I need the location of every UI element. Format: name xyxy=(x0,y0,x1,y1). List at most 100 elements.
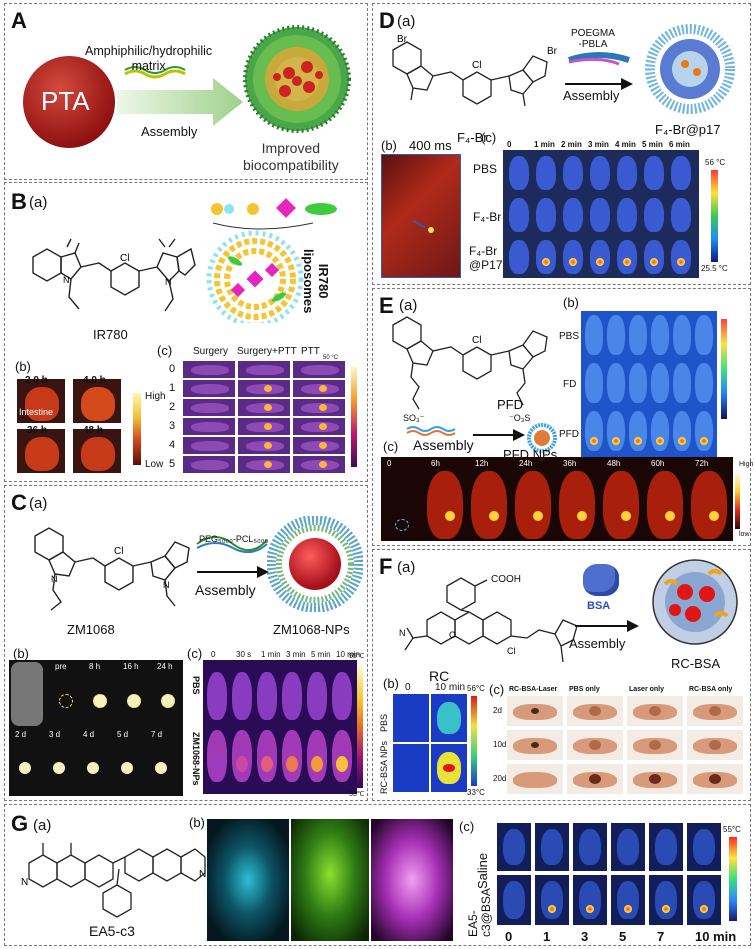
c-row2-label: 7 d xyxy=(151,730,163,739)
zm-polymer: PEG₅₀₀₀-PCL₅₀₀₀ xyxy=(199,534,269,544)
zm1068-structure: Cl N N xyxy=(34,527,190,611)
e-mouse xyxy=(585,363,603,403)
d-mouse xyxy=(563,156,583,190)
d-mouse xyxy=(617,198,637,232)
f-time-0: 0 xyxy=(405,682,411,693)
panel-b-label: B xyxy=(11,189,27,214)
e-mouse xyxy=(607,411,625,451)
e-mouse xyxy=(651,363,669,403)
f-day-label: 2d xyxy=(493,706,502,715)
f-photo xyxy=(627,730,683,760)
panel-e-sub-b: (b) xyxy=(563,295,579,310)
panel-f-sub-b: (b) xyxy=(383,676,399,691)
zm-thermal-grid xyxy=(203,660,357,794)
g-mouse-saline xyxy=(655,829,677,865)
f-cl: Cl xyxy=(507,646,516,656)
c-mouse-pbs xyxy=(207,672,227,720)
d-mouse xyxy=(536,240,556,274)
d-mouse xyxy=(590,240,610,274)
ea5c3-structure: NN xyxy=(21,843,206,918)
e-strip-mouse xyxy=(647,471,683,539)
panel-c-sub-a: (a) xyxy=(29,495,48,512)
rc-scale-bottom: 33°C xyxy=(467,788,485,797)
c-row2-spot xyxy=(121,762,133,774)
e-hotspot xyxy=(678,437,686,445)
d-mouse xyxy=(644,156,664,190)
f-photo xyxy=(687,730,743,760)
d-group-np: F₄-Br @P17 xyxy=(469,244,503,272)
panel-c-label: C xyxy=(11,490,27,515)
g-mouse-saline xyxy=(503,829,525,865)
zm-assembly: Assembly xyxy=(195,582,256,598)
e-strip-hotspot xyxy=(709,511,719,521)
ptt-cell xyxy=(238,418,290,435)
g-mouse-np xyxy=(693,881,715,919)
f-cooh: COOH xyxy=(491,574,521,585)
zm1068-label: ZM1068 xyxy=(67,622,115,637)
d-hotspot xyxy=(623,258,631,266)
pfd-label: PFD xyxy=(497,397,523,412)
g-mouse-saline xyxy=(579,829,601,865)
c-row2-spot xyxy=(155,762,167,774)
g-mouse-np xyxy=(541,881,563,919)
e-mouse xyxy=(629,363,647,403)
panel-f: F (a) O N Cl COOH BSA Assembly RC-BSA xyxy=(372,549,751,801)
c-row1-spot xyxy=(127,694,141,708)
e-time-label: 60h xyxy=(651,459,665,468)
e-time-label: 48h xyxy=(607,459,621,468)
biodistribution-images xyxy=(15,377,125,477)
ptt-cell xyxy=(238,456,290,473)
c-hotspot xyxy=(286,756,298,772)
e-mouse xyxy=(585,411,603,451)
e-time-label: 12h xyxy=(475,459,489,468)
g-time-label: 10 min xyxy=(695,929,737,944)
c-row2-label: 5 d xyxy=(117,730,129,739)
mouse xyxy=(191,460,229,470)
d-mouse xyxy=(644,240,664,274)
c-mouse-np xyxy=(232,730,252,782)
br-left: Br xyxy=(397,34,408,45)
e-strip-low: low xyxy=(739,531,750,538)
panel-c-sub-b: (b) xyxy=(13,646,29,661)
g-mouse-saline xyxy=(617,829,639,865)
c-time-label: 3 min xyxy=(286,650,306,659)
g-scale-top: 55°C xyxy=(723,825,741,834)
g-group-np: EA5- c3@BSA xyxy=(466,888,493,937)
panel-d-sub-b: (b) xyxy=(381,138,397,153)
d-mouse xyxy=(536,198,556,232)
e-group-fd: FD xyxy=(563,379,577,390)
panel-c: C (a) Cl N N ZM1068 PEG₅₀₀₀-PCL₅₀₀₀ Assem… xyxy=(4,485,368,801)
c-row1-label: 16 h xyxy=(123,662,139,671)
ptt-cell xyxy=(238,437,290,454)
f-tumor xyxy=(649,740,661,750)
svg-text:N: N xyxy=(399,628,406,638)
ptt-row-label: 1 xyxy=(169,382,176,394)
hotspot xyxy=(319,423,327,430)
f-tumor xyxy=(589,706,601,716)
e-mouse xyxy=(629,411,647,451)
c-hotspot xyxy=(311,756,323,772)
e-mouse xyxy=(651,411,669,451)
f-photo xyxy=(567,730,623,760)
f-photo xyxy=(627,764,683,794)
zm-np-label: ZM1068-NPs xyxy=(273,622,350,637)
panel-e-label: E xyxy=(379,293,394,318)
d-hotspot xyxy=(677,258,685,266)
e-strip-hotspot xyxy=(445,511,455,521)
mouse xyxy=(191,365,229,375)
d-hotspot xyxy=(596,258,604,266)
f-group-np: RC-BSA NPs xyxy=(379,740,389,794)
assembly-arrow xyxy=(117,78,243,126)
c-mouse-np xyxy=(207,730,227,782)
panel-g-label: G xyxy=(11,811,29,836)
g-time-label: 0 xyxy=(505,929,513,944)
g-time-label: 7 xyxy=(657,929,665,944)
d-group-f4br: F₄-Br xyxy=(473,210,502,224)
e-strip-mouse xyxy=(515,471,551,539)
hotspot xyxy=(319,442,327,449)
g-mouse-np xyxy=(617,881,639,919)
panel-b-sub-b: (b) xyxy=(15,359,31,374)
e-strip-hotspot xyxy=(577,511,587,521)
so3-left: SO₃⁻ xyxy=(403,413,425,423)
ptt-row-label: 0 xyxy=(169,363,176,375)
